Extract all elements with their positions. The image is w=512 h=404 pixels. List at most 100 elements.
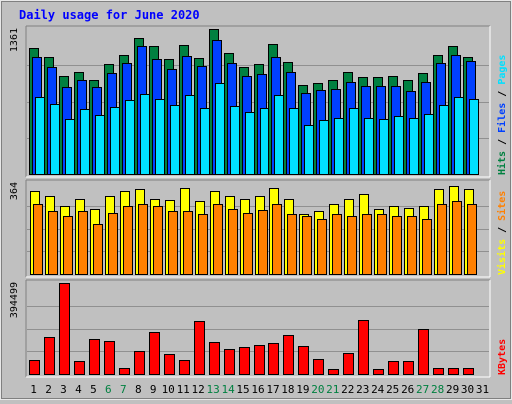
bar-sites bbox=[362, 214, 372, 275]
legend-separator: / bbox=[497, 133, 508, 151]
x-tick-label: 31 bbox=[476, 383, 489, 396]
bar-pages bbox=[349, 108, 359, 175]
legend-pages: Pages bbox=[497, 55, 508, 85]
panels: 1361 Hits / Files / Pages 364 Visits / Site… bbox=[9, 25, 508, 378]
y-max-label: 394499 bbox=[9, 282, 20, 318]
bar-kbytes bbox=[149, 332, 160, 375]
bar-pages bbox=[95, 115, 105, 175]
bar-sites bbox=[422, 219, 432, 275]
bar-sites bbox=[287, 214, 297, 275]
bar-pages bbox=[215, 83, 225, 175]
bar-sites bbox=[63, 216, 73, 275]
x-tick-label: 4 bbox=[75, 383, 82, 396]
bar-sites bbox=[302, 216, 312, 275]
bar-sites bbox=[123, 206, 133, 275]
x-tick-label: 29 bbox=[446, 383, 459, 396]
x-tick-label: 8 bbox=[135, 383, 142, 396]
bar-pages bbox=[334, 118, 344, 175]
bar-kbytes bbox=[254, 345, 265, 375]
bar-kbytes bbox=[313, 359, 324, 375]
bar-pages bbox=[394, 116, 404, 175]
bar-kbytes bbox=[298, 346, 309, 375]
bar-kbytes bbox=[463, 368, 474, 375]
bar-sites bbox=[78, 211, 88, 275]
bar-kbytes bbox=[358, 320, 369, 375]
x-tick-label: 16 bbox=[251, 383, 264, 396]
legend-kbytes: KBytes bbox=[497, 339, 508, 375]
bar-kbytes bbox=[388, 361, 399, 375]
bar-pages bbox=[170, 105, 180, 175]
x-tick-label: 18 bbox=[281, 383, 294, 396]
legend-separator: / bbox=[497, 85, 508, 103]
legend-sites: Sites bbox=[496, 191, 508, 221]
bar-kbytes bbox=[418, 329, 429, 375]
bar-pages bbox=[454, 97, 464, 175]
bar-sites bbox=[48, 211, 58, 275]
bar-pages bbox=[80, 109, 90, 175]
bar-kbytes bbox=[119, 368, 130, 375]
x-tick-label: 12 bbox=[191, 383, 204, 396]
bar-sites bbox=[392, 216, 402, 275]
bar-pages bbox=[230, 106, 240, 175]
bar-kbytes bbox=[134, 351, 145, 375]
x-tick-label: 9 bbox=[150, 383, 157, 396]
x-tick-label: 13 bbox=[206, 383, 219, 396]
bar-sites bbox=[183, 211, 193, 275]
chart-title: Daily usage for June 2020 bbox=[19, 8, 200, 22]
x-tick-label: 26 bbox=[401, 383, 414, 396]
bar-sites bbox=[452, 201, 462, 275]
bar-pages bbox=[424, 114, 434, 175]
bar-pages bbox=[409, 118, 419, 175]
x-tick-label: 17 bbox=[266, 383, 279, 396]
bar-sites bbox=[272, 204, 282, 275]
bar-sites bbox=[228, 209, 238, 275]
x-tick-label: 5 bbox=[90, 383, 97, 396]
bar-kbytes bbox=[74, 361, 85, 375]
x-tick-label: 25 bbox=[386, 383, 399, 396]
x-tick-label: 21 bbox=[326, 383, 339, 396]
y-max-label: 1361 bbox=[9, 28, 20, 52]
bar-pages bbox=[200, 108, 210, 175]
panel-visits-sites: 364 Visits / Sites bbox=[9, 179, 508, 278]
bar-sites bbox=[243, 213, 253, 275]
bar-pages bbox=[245, 112, 255, 175]
bar-pages bbox=[379, 119, 389, 175]
x-tick-label: 20 bbox=[311, 383, 324, 396]
bar-sites bbox=[437, 204, 447, 275]
bar-kbytes bbox=[194, 321, 205, 375]
bar-kbytes bbox=[179, 360, 190, 375]
bar-sites bbox=[317, 219, 327, 275]
bar-sites bbox=[332, 214, 342, 275]
bar-sites bbox=[213, 204, 223, 275]
bar-kbytes bbox=[224, 349, 235, 375]
legend-separator: / bbox=[497, 221, 508, 239]
bar-kbytes bbox=[343, 353, 354, 375]
bar-kbytes bbox=[268, 343, 279, 375]
bar-kbytes bbox=[403, 361, 414, 375]
legend-hits: Hits bbox=[496, 151, 508, 175]
bar-sites bbox=[377, 214, 387, 275]
legend-visits-sites: Visits / Sites bbox=[496, 191, 508, 275]
x-tick-label: 14 bbox=[221, 383, 235, 396]
x-tick-label: 3 bbox=[60, 383, 67, 396]
bar-sites bbox=[108, 213, 118, 275]
x-tick-label: 30 bbox=[461, 383, 474, 396]
bar-kbytes bbox=[448, 368, 459, 375]
bar-sites bbox=[33, 204, 43, 275]
bar-kbytes bbox=[29, 360, 40, 375]
panel-kbytes: 394499 KBytes bbox=[9, 279, 508, 378]
bar-kbytes bbox=[59, 283, 70, 375]
x-tick-label: 19 bbox=[296, 383, 309, 396]
x-tick-label: 7 bbox=[120, 383, 127, 396]
bar-pages bbox=[110, 107, 120, 175]
legend-hits-files-pages: Hits / Files / Pages bbox=[496, 55, 508, 175]
x-tick-label: 27 bbox=[416, 383, 429, 396]
panel-hits-files-pages: 1361 Hits / Files / Pages bbox=[9, 25, 508, 178]
x-tick-label: 22 bbox=[341, 383, 354, 396]
bar-kbytes bbox=[44, 337, 55, 375]
bar-kbytes bbox=[283, 335, 294, 375]
bar-pages bbox=[65, 119, 75, 175]
bar-sites bbox=[467, 204, 477, 275]
bar-pages bbox=[50, 104, 60, 175]
